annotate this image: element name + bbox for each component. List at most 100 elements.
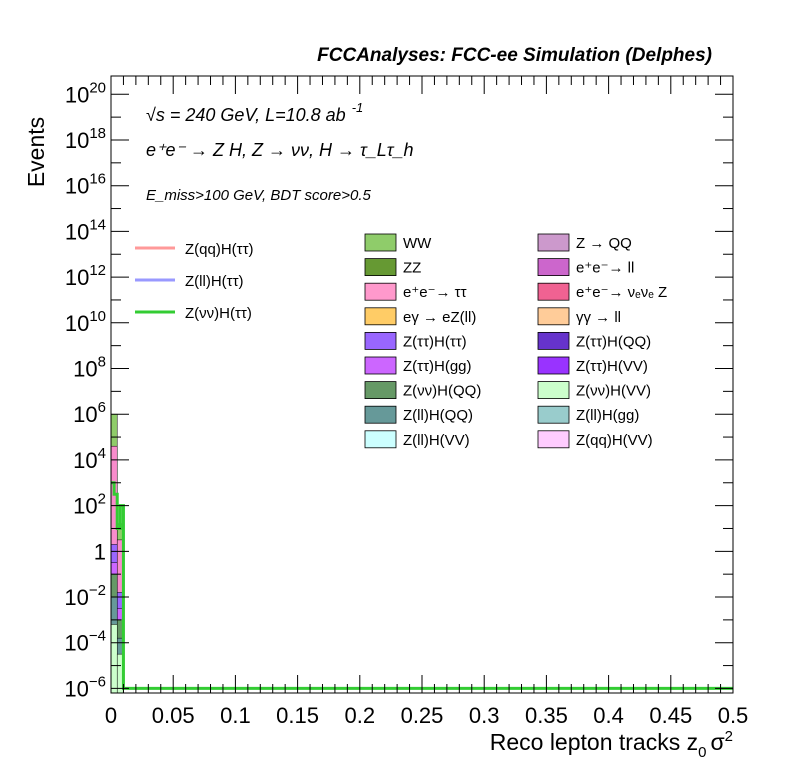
x-axis-label-main: Reco lepton tracks z — [490, 729, 698, 755]
x-axis-label-sup: 2 — [725, 728, 733, 745]
y-tick-label-1: 10−4 — [64, 628, 106, 656]
legend-box-label-9: Z(ττ)H(QQ) — [576, 333, 651, 350]
y-tick-label-11: 1016 — [65, 171, 106, 199]
legend-box-16 — [364, 430, 397, 449]
legend-box-6 — [364, 307, 397, 326]
legend-box-label-3: e⁺e⁻→ ll — [576, 260, 634, 277]
x-tick-label-10: 0.5 — [718, 703, 749, 728]
x-tick-label-5: 0.25 — [401, 703, 444, 728]
stacked-histogram — [110, 413, 124, 694]
annotation-energy-text: √s = 240 GeV, L=10.8 ab — [146, 105, 346, 125]
legend-box-label-5: e⁺e⁻→ νₑνₑ Z — [576, 284, 667, 301]
x-tick-label-0: 0 — [105, 703, 117, 728]
legend-box-17 — [537, 430, 570, 449]
x-tick-label-7: 0.35 — [525, 703, 568, 728]
legend-box-13 — [537, 381, 570, 400]
legend-box-9 — [537, 331, 570, 350]
legend-box-4 — [364, 282, 397, 301]
x-axis-label-sigma: σ — [710, 729, 724, 755]
x-tick-label-1: 0.05 — [152, 703, 195, 728]
legend-line-label-1: Z(ll)H(ττ) — [185, 273, 244, 290]
legend-box-label-16: Z(ll)H(VV) — [403, 432, 470, 449]
legend-box-3 — [537, 258, 570, 277]
signal-line — [111, 481, 733, 690]
y-tick-exp-12: 18 — [89, 125, 106, 142]
legend-box-label-12: Z(νν)H(QQ) — [403, 383, 481, 400]
legend-box-label-14: Z(ll)H(QQ) — [403, 407, 473, 424]
y-tick-label-2: 10−2 — [64, 582, 106, 610]
legend-line-label-0: Z(qq)H(ττ) — [185, 241, 254, 258]
y-tick-exp-5: 4 — [98, 445, 106, 462]
legend-box-label-0: WW — [403, 235, 432, 252]
y-tick-label-4: 102 — [73, 491, 106, 519]
annotation-energy: √s = 240 GeV, L=10.8 ab -1 — [146, 100, 363, 125]
legend-box-1 — [537, 233, 570, 252]
y-tick-base-5: 10 — [73, 448, 97, 473]
x-tick-label-3: 0.15 — [276, 703, 319, 728]
y-tick-label-9: 1012 — [65, 262, 106, 290]
legend-box-2 — [364, 258, 397, 277]
y-tick-label-12: 1018 — [65, 125, 106, 153]
legend-box-0 — [364, 233, 397, 252]
y-tick-exp-8: 10 — [89, 308, 106, 325]
legend-box-10 — [364, 356, 397, 375]
legend-box-7 — [537, 307, 570, 326]
y-tick-exp-13: 20 — [89, 79, 106, 96]
legend-box-11 — [537, 356, 570, 375]
y-tick-base-4: 10 — [73, 494, 97, 519]
legend-box-8 — [364, 331, 397, 350]
legend-box-label-6: eγ → eZ(ll) — [403, 309, 476, 326]
y-tick-base-11: 10 — [65, 174, 89, 199]
legend-box-label-2: ZZ — [403, 260, 421, 277]
x-tick-label-8: 0.4 — [593, 703, 624, 728]
annotation-cut: E_miss>100 GeV, BDT score>0.5 — [146, 187, 371, 204]
legend-box-label-7: γγ → ll — [576, 309, 621, 326]
legend-box-15 — [537, 405, 570, 424]
annotation-energy-sup: -1 — [352, 100, 364, 115]
legend-box-label-4: e⁺e⁻→ ττ — [403, 284, 467, 301]
x-axis-ticks: 0 0.05 0.1 0.15 0.2 0.25 0.3 0.35 0.4 0.45 0.5 — [105, 76, 748, 728]
y-tick-base-9: 10 — [65, 265, 89, 290]
y-tick-label-5: 104 — [73, 445, 106, 473]
y-tick-exp-9: 12 — [89, 262, 106, 279]
y-tick-label-10: 1014 — [65, 216, 106, 244]
legend-box-label-10: Z(ττ)H(gg) — [403, 358, 472, 375]
legend-box-label-17: Z(qq)H(VV) — [576, 432, 653, 449]
y-tick-exp-4: 2 — [98, 491, 106, 508]
y-tick-label-6: 106 — [73, 399, 106, 427]
y-tick-exp-2: −2 — [89, 582, 106, 599]
x-axis-label-sub: 0 — [698, 744, 706, 761]
y-tick-label-13: 1020 — [65, 79, 106, 107]
y-tick-base-10: 10 — [65, 219, 89, 244]
x-tick-label-2: 0.1 — [220, 703, 251, 728]
y-tick-base-2: 10 — [64, 585, 88, 610]
y-tick-label-7: 108 — [73, 354, 106, 382]
y-axis-label: Events — [23, 117, 49, 187]
x-tick-label-4: 0.2 — [345, 703, 376, 728]
chart-title: FCCAnalyses: FCC-ee Simulation (Delphes) — [317, 45, 712, 66]
legend-box-12 — [364, 381, 397, 400]
y-tick-label-0: 10−6 — [64, 673, 106, 701]
y-tick-base-0: 10 — [64, 676, 88, 701]
annotation-process: e⁺e⁻ → Z H, Z → νν, H → τ_Lτ_h — [146, 140, 414, 160]
legend-box-label-13: Z(νν)H(VV) — [576, 383, 651, 400]
legend: Z(qq)H(ττ) Z(ll)H(ττ) Z(νν)H(ττ) WW Z → QQ ZZ… — [135, 233, 667, 449]
legend-box-label-11: Z(ττ)H(VV) — [576, 358, 648, 375]
y-tick-base-13: 10 — [65, 82, 89, 107]
y-tick-base-8: 10 — [65, 311, 89, 336]
legend-box-label-8: Z(ττ)H(ττ) — [403, 333, 467, 350]
bar-6-0 — [110, 624, 118, 694]
legend-line-label-2: Z(νν)H(ττ) — [185, 305, 252, 322]
y-tick-exp-7: 8 — [98, 354, 106, 371]
y-tick-base-12: 10 — [65, 128, 89, 153]
x-axis-label: Reco lepton tracks z0 σ2 — [490, 728, 733, 761]
y-tick-base-7: 10 — [73, 357, 97, 382]
y-tick-exp-10: 14 — [89, 216, 106, 233]
legend-box-label-1: Z → QQ — [576, 235, 632, 252]
signal-line-group — [111, 481, 733, 690]
y-tick-label-3: 1 — [94, 539, 106, 564]
legend-box-14 — [364, 405, 397, 424]
y-tick-exp-0: −6 — [89, 673, 106, 690]
annotations: √s = 240 GeV, L=10.8 ab -1 e⁺e⁻ → Z H, Z … — [146, 100, 414, 204]
